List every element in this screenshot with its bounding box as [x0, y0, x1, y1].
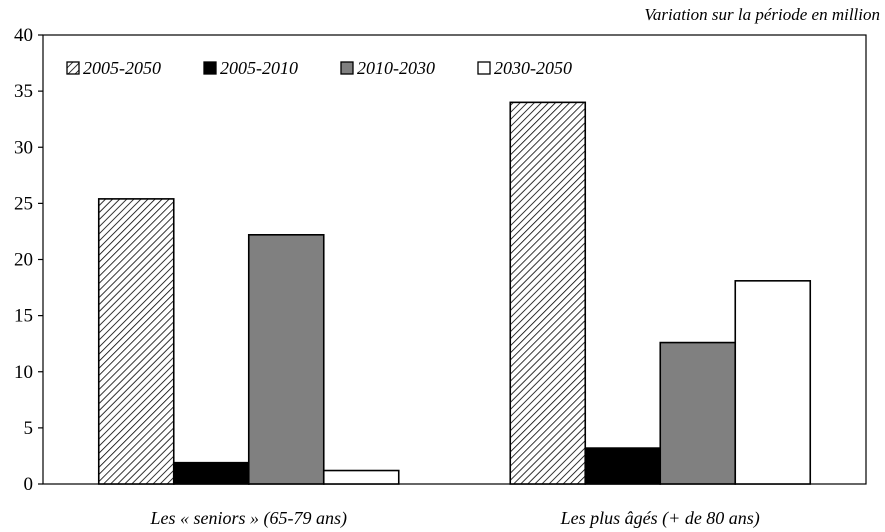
legend-label-2010-2030: 2010-2030 [357, 58, 435, 78]
legend-swatch-2010-2030 [340, 61, 354, 75]
category-label: Les « seniors » (65-79 ans) [150, 508, 348, 529]
y-tick-label: 25 [14, 193, 33, 214]
y-axis-label: Variation sur la période en million [644, 5, 880, 24]
bar-2005-2050-1 [509, 101, 587, 485]
bar-2005-2010-1 [584, 447, 662, 485]
legend-swatch-2005-2050 [66, 61, 80, 75]
category-label: Les plus âgés (+ de 80 ans) [560, 508, 760, 529]
legend-swatch-2005-2010 [203, 61, 217, 75]
bar-2030-2050-1 [734, 280, 812, 485]
bar-2005-2050-0 [97, 198, 175, 485]
y-tick-label: 10 [14, 362, 33, 383]
y-tick-label: 5 [24, 418, 34, 439]
y-tick-label: 30 [14, 137, 33, 158]
legend-label-2030-2050: 2030-2050 [494, 58, 572, 78]
legend-swatch-2030-2050 [477, 61, 491, 75]
legend-label-2005-2010: 2005-2010 [220, 58, 298, 78]
bar-2030-2050-0 [322, 469, 400, 485]
bar-2010-2030-1 [659, 341, 737, 485]
legend-label-2005-2050: 2005-2050 [83, 58, 161, 78]
y-tick-label: 20 [14, 250, 33, 271]
y-tick-label: 0 [24, 474, 34, 495]
y-tick-label: 35 [14, 81, 33, 102]
plot-area: 0 5 10 15 20 25 30 35 40 Les « seniors » (65-79 a… [14, 25, 867, 529]
y-tick-label: 15 [14, 306, 33, 327]
y-tick-label: 40 [14, 25, 33, 46]
bar-2010-2030-0 [247, 234, 325, 485]
bar-2005-2010-0 [172, 461, 250, 485]
